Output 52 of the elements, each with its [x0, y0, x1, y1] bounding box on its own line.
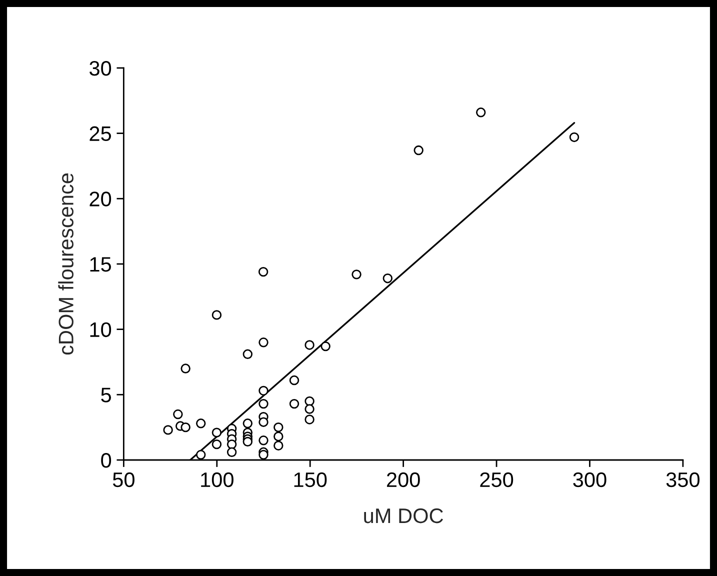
x-axis-title: uM DOC — [364, 508, 444, 524]
x-tick-label: 100 — [201, 472, 234, 488]
y-tick-label: 15 — [90, 257, 112, 272]
point — [212, 310, 222, 320]
y-tick-label: 20 — [90, 192, 112, 206]
point — [320, 341, 330, 352]
point — [226, 447, 237, 458]
point — [274, 440, 284, 450]
point — [304, 404, 314, 414]
point — [173, 409, 183, 420]
point — [304, 340, 314, 350]
y-tick-label: 25 — [90, 126, 112, 142]
point — [258, 386, 268, 396]
x-tick-label: 350 — [666, 472, 700, 488]
point — [289, 398, 300, 409]
point — [414, 145, 424, 156]
x-tick-label: 150 — [294, 472, 327, 488]
y-tick-label: 10 — [90, 322, 112, 338]
y-tick-label: 5 — [101, 388, 112, 402]
point — [226, 439, 237, 450]
point — [242, 349, 253, 360]
point — [304, 396, 314, 406]
point — [382, 273, 393, 284]
x-tick-label: 50 — [112, 472, 134, 488]
point — [274, 422, 284, 432]
y-tick-label: 0 — [101, 452, 112, 468]
x-tick-label: 250 — [480, 472, 514, 488]
point — [569, 132, 580, 142]
x-tick-label: 300 — [573, 472, 606, 488]
point — [258, 417, 268, 427]
point — [196, 450, 206, 460]
point — [352, 270, 362, 280]
point — [212, 439, 222, 450]
y-tick-label: 30 — [90, 60, 112, 76]
point — [180, 364, 190, 374]
point — [274, 432, 284, 442]
point — [258, 398, 268, 409]
point — [196, 418, 206, 428]
y-axis-title: cDOM flourescence — [58, 173, 74, 355]
x-tick-label: 200 — [386, 472, 420, 488]
point — [258, 266, 268, 277]
point — [212, 428, 222, 438]
point — [304, 414, 314, 424]
point — [242, 436, 253, 447]
point — [180, 422, 190, 432]
point — [163, 425, 173, 435]
point — [476, 108, 486, 118]
point — [242, 418, 253, 428]
point — [258, 436, 268, 446]
point — [258, 338, 268, 348]
point — [289, 375, 300, 386]
point — [258, 450, 268, 460]
